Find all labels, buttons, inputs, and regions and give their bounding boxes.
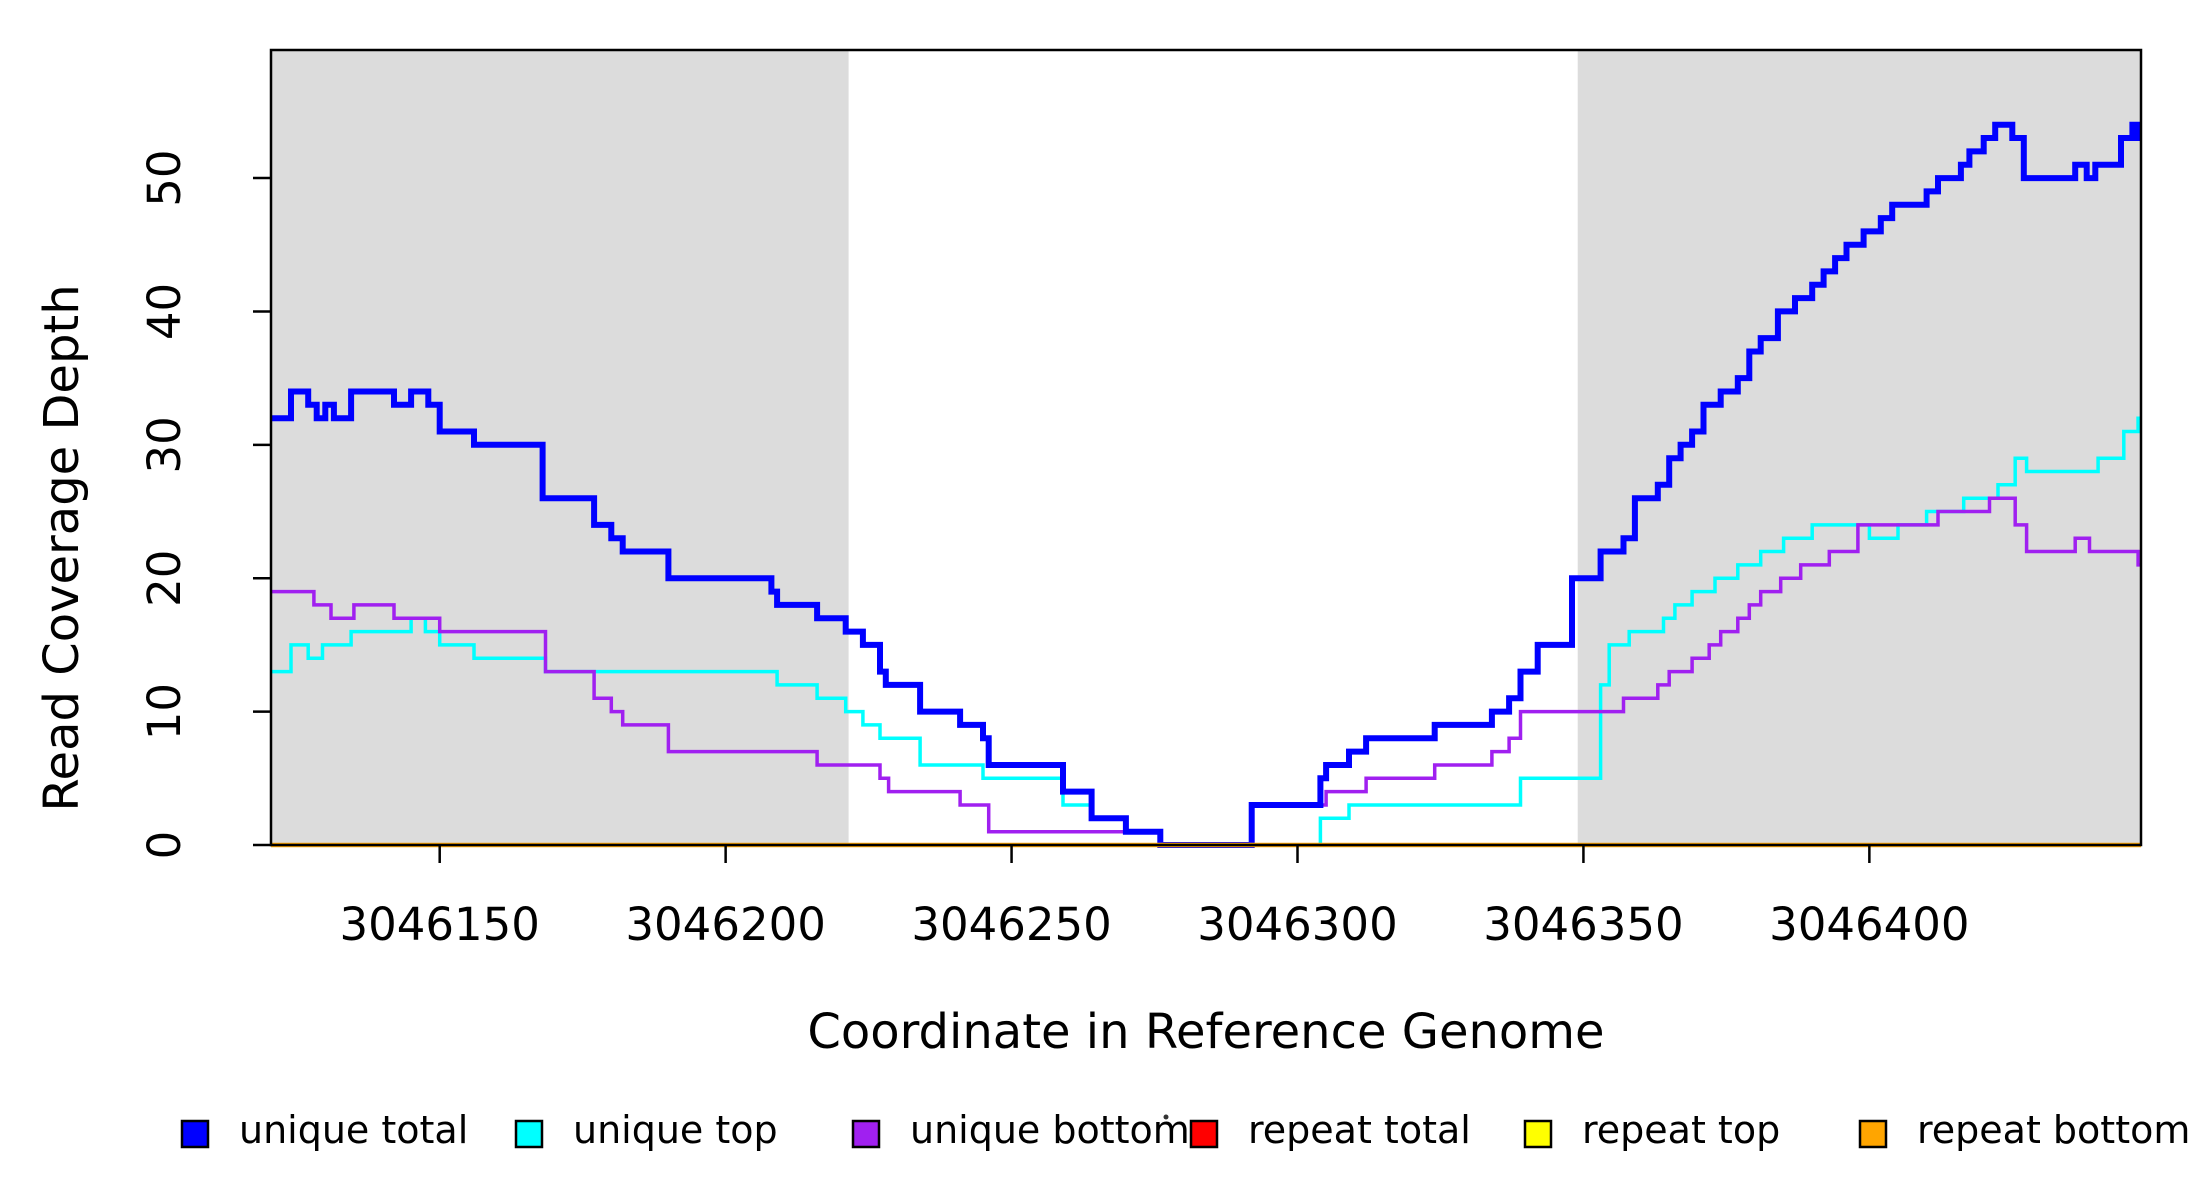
- y-tick-label: 50: [138, 149, 191, 206]
- series-unique-top: [271, 416, 2141, 847]
- shaded-region-0: [271, 50, 849, 845]
- x-tick-label: 3046400: [1769, 898, 1969, 951]
- x-tick-label: 3046350: [1483, 898, 1683, 951]
- legend-label-unique-bottom: unique bottom: [910, 1108, 1190, 1152]
- x-axis-title: Coordinate in Reference Genome: [807, 1004, 1604, 1060]
- legend-label-unique-total: unique total: [239, 1108, 468, 1152]
- x-tick-label: 3046150: [339, 898, 539, 951]
- legend-label-unique-top: unique top: [573, 1108, 778, 1152]
- legend-swatch-unique-total: [180, 1119, 210, 1149]
- y-tick-label: 10: [138, 683, 191, 740]
- x-tick-label: 3046250: [911, 898, 1111, 951]
- legend-swatch-repeat-top: [1523, 1119, 1553, 1149]
- plot-box: [269, 48, 2143, 847]
- series-unique-total: [271, 121, 2142, 848]
- series-unique-bottom: [271, 496, 2141, 847]
- y-tick-label: 20: [138, 550, 191, 607]
- y-tick-label: 30: [138, 416, 191, 473]
- y-tick-label: 40: [138, 283, 191, 340]
- x-tick-label: 3046200: [625, 898, 825, 951]
- stray-dot: [1163, 1114, 1169, 1120]
- y-axis-title: Read Coverage Depth: [34, 284, 90, 811]
- y-tick-label: 0: [138, 831, 191, 860]
- legend-swatch-repeat-total: [1189, 1119, 1219, 1149]
- legend-swatch-unique-top: [514, 1119, 544, 1149]
- shaded-region-1: [1577, 50, 2141, 845]
- legend-swatch-repeat-bottom: [1858, 1119, 1888, 1149]
- legend-label-repeat-total: repeat total: [1248, 1108, 1471, 1152]
- legend-label-repeat-top: repeat top: [1582, 1108, 1780, 1152]
- x-tick-label: 3046300: [1197, 898, 1397, 951]
- legend-label-repeat-bottom: repeat bottom: [1917, 1108, 2190, 1152]
- legend-swatch-unique-bottom: [851, 1119, 881, 1149]
